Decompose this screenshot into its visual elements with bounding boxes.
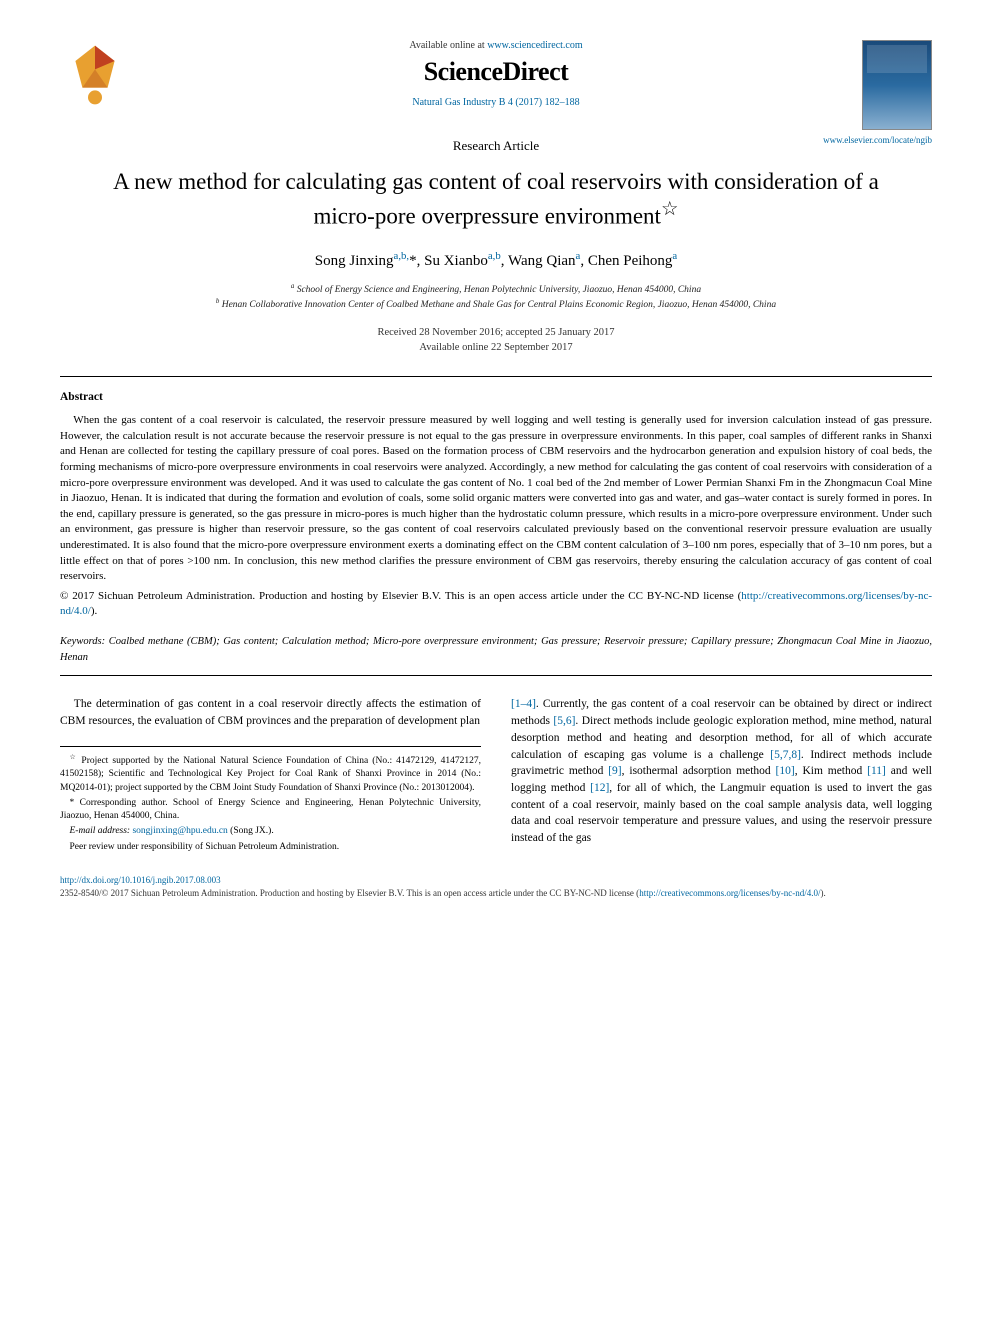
abstract-heading: Abstract xyxy=(60,391,932,403)
affiliations: a School of Energy Science and Engineeri… xyxy=(60,282,932,313)
rule-bottom xyxy=(60,675,932,676)
ref-10[interactable]: [10] xyxy=(776,765,795,777)
article-title: A new method for calculating gas content… xyxy=(60,166,932,232)
article-dates: Received 28 November 2016; accepted 25 J… xyxy=(60,325,932,357)
affiliation-a: School of Energy Science and Engineering… xyxy=(297,285,701,295)
abstract-body: When the gas content of a coal reservoir… xyxy=(60,413,932,585)
body-columns: The determination of gas content in a co… xyxy=(60,696,932,856)
keywords-label: Keywords: xyxy=(60,636,105,647)
keywords-section: Keywords: Coalbed methane (CBM); Gas con… xyxy=(60,634,932,666)
email-suffix: (Song JX.). xyxy=(228,826,274,836)
sciencedirect-url[interactable]: www.sciencedirect.com xyxy=(487,40,582,51)
ref-1-4[interactable]: [1–4] xyxy=(511,698,536,710)
sciencedirect-brand: ScienceDirect xyxy=(145,57,847,87)
intro-paragraph-right: [1–4]. Currently, the gas content of a c… xyxy=(511,696,932,846)
publisher-logo xyxy=(60,40,130,110)
received-accepted-date: Received 28 November 2016; accepted 25 J… xyxy=(377,327,614,338)
corresponding-footnote: * Corresponding author. School of Energy… xyxy=(60,797,481,824)
journal-cover-thumbnail xyxy=(862,40,932,130)
intro-paragraph-left: The determination of gas content in a co… xyxy=(60,696,481,729)
copyright-suffix: ). xyxy=(91,605,97,617)
abstract-copyright: © 2017 Sichuan Petroleum Administration.… xyxy=(60,589,932,620)
ref-11[interactable]: [11] xyxy=(867,765,886,777)
doi-link[interactable]: http://dx.doi.org/10.1016/j.ngib.2017.08… xyxy=(60,874,932,887)
available-prefix: Available online at xyxy=(409,40,487,51)
email-footnote: E-mail address: songjinxing@hpu.edu.cn (… xyxy=(60,825,481,838)
ref-5-7-8[interactable]: [5,7,8] xyxy=(770,749,801,761)
ref-12[interactable]: [12] xyxy=(590,782,609,794)
peer-review-footnote: Peer review under responsibility of Sich… xyxy=(60,841,481,854)
email-label: E-mail address: xyxy=(70,826,133,836)
journal-locate-url[interactable]: www.elsevier.com/locate/ngib xyxy=(823,135,932,145)
footer-license-link[interactable]: http://creativecommons.org/licenses/by-n… xyxy=(639,888,820,898)
available-online-line: Available online at www.sciencedirect.co… xyxy=(145,40,847,51)
rule-top xyxy=(60,376,932,377)
article-type-label: Research Article xyxy=(60,138,932,154)
title-footnote-star: ☆ xyxy=(661,199,679,220)
article-header: Available online at www.sciencedirect.co… xyxy=(60,40,932,108)
issn-copyright-line: 2352-8540/© 2017 Sichuan Petroleum Admin… xyxy=(60,887,932,900)
ref-9[interactable]: [9] xyxy=(608,765,621,777)
journal-reference[interactable]: Natural Gas Industry B 4 (2017) 182–188 xyxy=(145,97,847,108)
project-footnote: ☆ Project supported by the National Natu… xyxy=(60,753,481,795)
body-column-right: [1–4]. Currently, the gas content of a c… xyxy=(511,696,932,856)
page-footer: http://dx.doi.org/10.1016/j.ngib.2017.08… xyxy=(60,874,932,899)
body-column-left: The determination of gas content in a co… xyxy=(60,696,481,856)
footnotes-block: ☆ Project supported by the National Natu… xyxy=(60,746,481,854)
available-online-date: Available online 22 September 2017 xyxy=(419,342,572,353)
keywords-text: Coalbed methane (CBM); Gas content; Calc… xyxy=(60,636,932,663)
author-list: Song Jinxinga,b,*, Su Xianboa,b, Wang Qi… xyxy=(60,250,932,270)
affiliation-b: Henan Collaborative Innovation Center of… xyxy=(222,300,776,310)
ref-5-6[interactable]: [5,6] xyxy=(553,715,575,727)
title-text: A new method for calculating gas content… xyxy=(113,169,879,229)
corresponding-email[interactable]: songjinxing@hpu.edu.cn xyxy=(132,826,227,836)
copyright-text: © 2017 Sichuan Petroleum Administration.… xyxy=(60,590,741,602)
abstract-section: Abstract When the gas content of a coal … xyxy=(60,391,932,620)
